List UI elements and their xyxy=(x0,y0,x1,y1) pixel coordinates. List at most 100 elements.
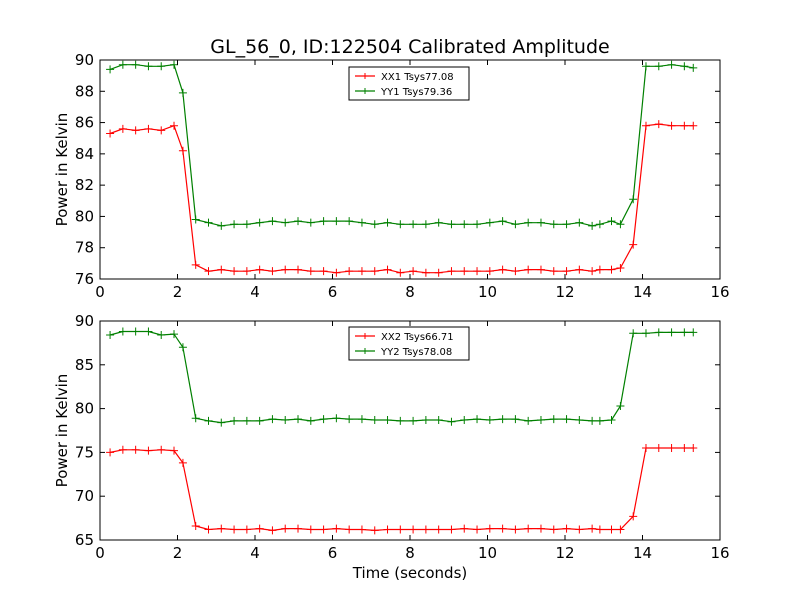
data-point-marker xyxy=(641,444,650,453)
y-tick-label: 70 xyxy=(75,487,94,505)
data-point-marker xyxy=(421,415,430,424)
data-point-marker xyxy=(157,126,166,135)
data-point-marker xyxy=(204,218,213,227)
data-point-marker xyxy=(170,446,179,455)
x-tick-label: 8 xyxy=(405,283,415,301)
x-tick-label: 14 xyxy=(633,544,652,562)
data-point-marker xyxy=(689,121,698,130)
data-point-marker xyxy=(332,414,341,423)
data-point-marker xyxy=(396,220,405,229)
data-point-marker xyxy=(629,240,638,249)
data-point-marker xyxy=(230,525,239,534)
x-tick-label: 2 xyxy=(173,283,183,301)
data-point-marker xyxy=(536,524,545,533)
data-point-marker xyxy=(144,327,153,336)
data-point-marker xyxy=(524,524,533,533)
data-point-marker xyxy=(178,146,187,155)
data-point-marker xyxy=(595,220,604,229)
figure-title: GL_56_0, ID:122504 Calibrated Amplitude xyxy=(210,36,609,58)
data-point-marker xyxy=(498,265,507,274)
data-point-marker xyxy=(473,525,482,534)
data-point-marker xyxy=(383,525,392,534)
data-point-marker xyxy=(106,448,115,457)
data-point-marker xyxy=(511,267,520,276)
x-axis-label: Time (seconds) xyxy=(352,564,468,582)
data-point-marker xyxy=(498,217,507,226)
data-point-marker xyxy=(575,265,584,274)
data-point-marker xyxy=(191,215,200,224)
data-point-marker xyxy=(536,265,545,274)
data-point-marker xyxy=(485,267,494,276)
data-point-marker xyxy=(157,445,166,454)
data-point-marker xyxy=(654,328,663,337)
data-point-marker xyxy=(268,267,277,276)
data-point-marker xyxy=(473,220,482,229)
y-tick-label: 84 xyxy=(75,145,94,163)
data-point-marker xyxy=(680,121,689,130)
data-point-marker xyxy=(178,88,187,97)
data-point-marker xyxy=(485,415,494,424)
data-point-marker xyxy=(447,525,456,534)
data-point-marker xyxy=(242,525,251,534)
data-point-marker xyxy=(170,121,179,130)
x-tick-label: 6 xyxy=(328,283,338,301)
data-point-marker xyxy=(511,415,520,424)
data-point-marker xyxy=(524,416,533,425)
data-point-marker xyxy=(357,218,366,227)
data-point-marker xyxy=(268,217,277,226)
data-point-marker xyxy=(383,218,392,227)
data-point-marker xyxy=(106,65,115,74)
data-point-marker xyxy=(131,327,140,336)
data-point-marker xyxy=(498,415,507,424)
legend-swatch-marker xyxy=(362,348,368,354)
data-point-marker xyxy=(118,60,127,69)
data-point-marker xyxy=(421,525,430,534)
data-point-marker xyxy=(575,218,584,227)
y-tick-label: 80 xyxy=(75,400,94,418)
data-point-marker xyxy=(383,415,392,424)
data-point-marker xyxy=(607,265,616,274)
data-point-marker xyxy=(242,416,251,425)
legend-entry-label: YY2 Tsys78.08 xyxy=(380,347,452,358)
y-tick-label: 90 xyxy=(75,312,94,330)
data-point-marker xyxy=(562,267,571,276)
data-point-marker xyxy=(345,267,354,276)
data-point-marker xyxy=(588,267,597,276)
data-point-marker xyxy=(170,330,179,339)
data-point-marker xyxy=(616,220,625,229)
data-point-marker xyxy=(460,267,469,276)
data-point-marker xyxy=(680,328,689,337)
data-point-marker xyxy=(383,265,392,274)
data-point-marker xyxy=(242,220,251,229)
data-point-marker xyxy=(562,415,571,424)
data-point-marker xyxy=(118,445,127,454)
data-point-marker xyxy=(178,458,187,467)
data-point-marker xyxy=(178,343,187,352)
data-point-marker xyxy=(485,218,494,227)
data-point-marker xyxy=(641,62,650,71)
x-tick-label: 0 xyxy=(95,544,105,562)
data-point-marker xyxy=(242,267,251,276)
data-point-marker xyxy=(230,220,239,229)
data-point-marker xyxy=(396,416,405,425)
data-point-marker xyxy=(217,418,226,427)
data-point-marker xyxy=(549,220,558,229)
data-point-marker xyxy=(524,265,533,274)
data-point-marker xyxy=(588,221,597,230)
data-point-marker xyxy=(370,267,379,276)
legend-swatch-marker xyxy=(362,88,368,94)
data-point-marker xyxy=(689,328,698,337)
y-tick-label: 78 xyxy=(75,239,94,257)
data-point-marker xyxy=(191,521,200,530)
data-point-marker xyxy=(434,415,443,424)
x-tick-label: 16 xyxy=(710,544,729,562)
y-axis-label: Power in Kelvin xyxy=(53,113,71,227)
y-tick-label: 65 xyxy=(75,531,94,549)
data-point-marker xyxy=(370,415,379,424)
data-point-marker xyxy=(268,526,277,535)
data-point-marker xyxy=(332,217,341,226)
y-tick-label: 88 xyxy=(75,82,94,100)
x-tick-label: 4 xyxy=(250,544,260,562)
data-point-marker xyxy=(575,525,584,534)
